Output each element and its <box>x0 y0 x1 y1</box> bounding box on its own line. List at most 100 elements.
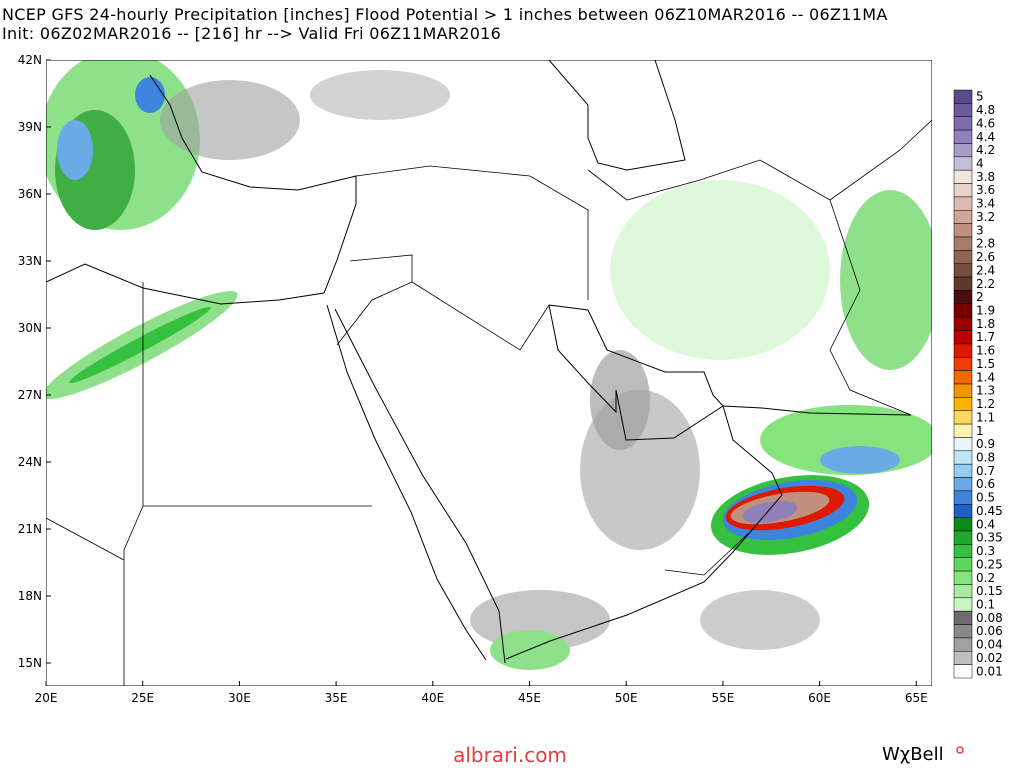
colorbar-swatch <box>953 89 973 104</box>
colorbar-swatch <box>953 463 973 478</box>
lon-label: 35E <box>325 691 348 705</box>
lon-label: 30E <box>228 691 251 705</box>
coastlines <box>46 60 912 664</box>
colorbar-swatch <box>953 143 973 158</box>
colorbar-swatch <box>953 557 973 572</box>
lat-label: 24N <box>18 455 42 469</box>
colorbar-label: 3.8 <box>976 170 995 184</box>
colorbar-label: 0.06 <box>976 624 1003 638</box>
borders <box>46 119 932 686</box>
colorbar-label: 2.2 <box>976 277 995 291</box>
colorbar-swatch <box>953 250 973 264</box>
colorbar-label: 3 <box>976 223 984 237</box>
colorbar-label: 0.4 <box>976 517 995 531</box>
colorbar-label: 0.45 <box>976 504 1003 518</box>
map <box>46 60 932 686</box>
colorbar-swatch <box>953 210 973 224</box>
colorbar-swatch <box>953 490 973 505</box>
colorbar-swatch <box>953 437 973 452</box>
colorbar-label: 4 <box>976 157 984 171</box>
colorbar-label: 3.4 <box>976 197 995 211</box>
colorbar-label: 1.7 <box>976 330 995 344</box>
lat-label: 39N <box>18 120 42 134</box>
colorbar-label: 4.8 <box>976 103 995 117</box>
colorbar-label: 0.02 <box>976 651 1003 665</box>
colorbar-swatch <box>953 624 973 639</box>
colorbar-label: 2.6 <box>976 250 995 264</box>
colorbar: 54.84.64.44.243.83.63.43.232.82.62.42.22… <box>953 89 1003 679</box>
title: NCEP GFS 24-hourly Precipitation [inches… <box>2 5 888 24</box>
colorbar-swatch <box>953 330 973 345</box>
colorbar-swatch <box>953 263 973 278</box>
colorbar-swatch <box>953 410 973 425</box>
colorbar-swatch <box>953 236 973 251</box>
colorbar-label: 0.7 <box>976 464 995 478</box>
colorbar-swatch <box>953 383 973 398</box>
lon-label: 65E <box>905 691 928 705</box>
colorbar-swatch <box>953 169 973 184</box>
colorbar-label: 1.6 <box>976 344 995 358</box>
brand-logo: WχBell <box>882 744 944 765</box>
colorbar-label: 0.8 <box>976 451 995 465</box>
colorbar-swatch <box>953 223 973 238</box>
colorbar-swatch <box>953 276 973 291</box>
lon-label: 60E <box>808 691 831 705</box>
colorbar-label: 0.35 <box>976 531 1003 545</box>
colorbar-label: 0.01 <box>976 664 1003 678</box>
colorbar-swatch <box>953 129 973 144</box>
colorbar-swatch <box>953 357 973 371</box>
colorbar-label: 1.1 <box>976 410 995 424</box>
precip-field <box>46 60 932 670</box>
colorbar-swatch <box>953 156 973 171</box>
colorbar-label: 1.8 <box>976 317 995 331</box>
colorbar-swatch <box>953 477 973 492</box>
colorbar-label: 4.2 <box>976 143 995 157</box>
colorbar-label: 0.1 <box>976 598 995 612</box>
colorbar-label: 5 <box>976 90 984 104</box>
colorbar-swatch <box>953 316 973 331</box>
colorbar-swatch <box>953 196 973 211</box>
colorbar-swatch <box>953 664 973 679</box>
lat-label: 21N <box>18 522 42 536</box>
colorbar-label: 0.08 <box>976 611 1003 625</box>
colorbar-label: 0.9 <box>976 437 995 451</box>
colorbar-label: 1.4 <box>976 370 995 384</box>
colorbar-label: 0.25 <box>976 557 1003 571</box>
colorbar-swatch <box>953 290 973 305</box>
lat-label: 42N <box>18 53 42 67</box>
lon-label: 25E <box>131 691 154 705</box>
colorbar-label: 2.4 <box>976 263 995 277</box>
colorbar-label: 2.8 <box>976 237 995 251</box>
colorbar-label: 2 <box>976 290 984 304</box>
lon-label: 40E <box>421 691 444 705</box>
colorbar-swatch <box>953 584 973 599</box>
lon-label: 50E <box>615 691 638 705</box>
colorbar-swatch <box>953 116 973 131</box>
colorbar-label: 3.2 <box>976 210 995 224</box>
colorbar-swatch <box>953 651 973 665</box>
colorbar-label: 0.6 <box>976 477 995 491</box>
colorbar-label: 0.15 <box>976 584 1003 598</box>
colorbar-label: 0.04 <box>976 638 1003 652</box>
lat-label: 15N <box>18 656 42 670</box>
lat-label: 36N <box>18 187 42 201</box>
lat-label: 18N <box>18 589 42 603</box>
colorbar-label: 1.3 <box>976 384 995 398</box>
colorbar-label: 4.4 <box>976 130 995 144</box>
colorbar-label: 1 <box>976 424 984 438</box>
lon-label: 45E <box>518 691 541 705</box>
colorbar-swatch <box>953 423 973 438</box>
axes: 42N 39N 36N 33N 30N 27N 24N 21N 18N 15N 20E 25E 30E 3… <box>18 53 928 705</box>
colorbar-label: 0.3 <box>976 544 995 558</box>
colorbar-label: 4.6 <box>976 116 995 130</box>
lon-label: 20E <box>35 691 58 705</box>
lon-label: 55E <box>711 691 734 705</box>
colorbar-swatch <box>953 504 973 518</box>
colorbar-label: 0.5 <box>976 491 995 505</box>
colorbar-swatch <box>953 450 973 465</box>
colorbar-swatch <box>953 397 973 411</box>
lat-label: 33N <box>18 254 42 268</box>
colorbar-swatch <box>953 530 973 545</box>
colorbar-swatch <box>953 343 973 358</box>
colorbar-swatch <box>953 637 973 652</box>
